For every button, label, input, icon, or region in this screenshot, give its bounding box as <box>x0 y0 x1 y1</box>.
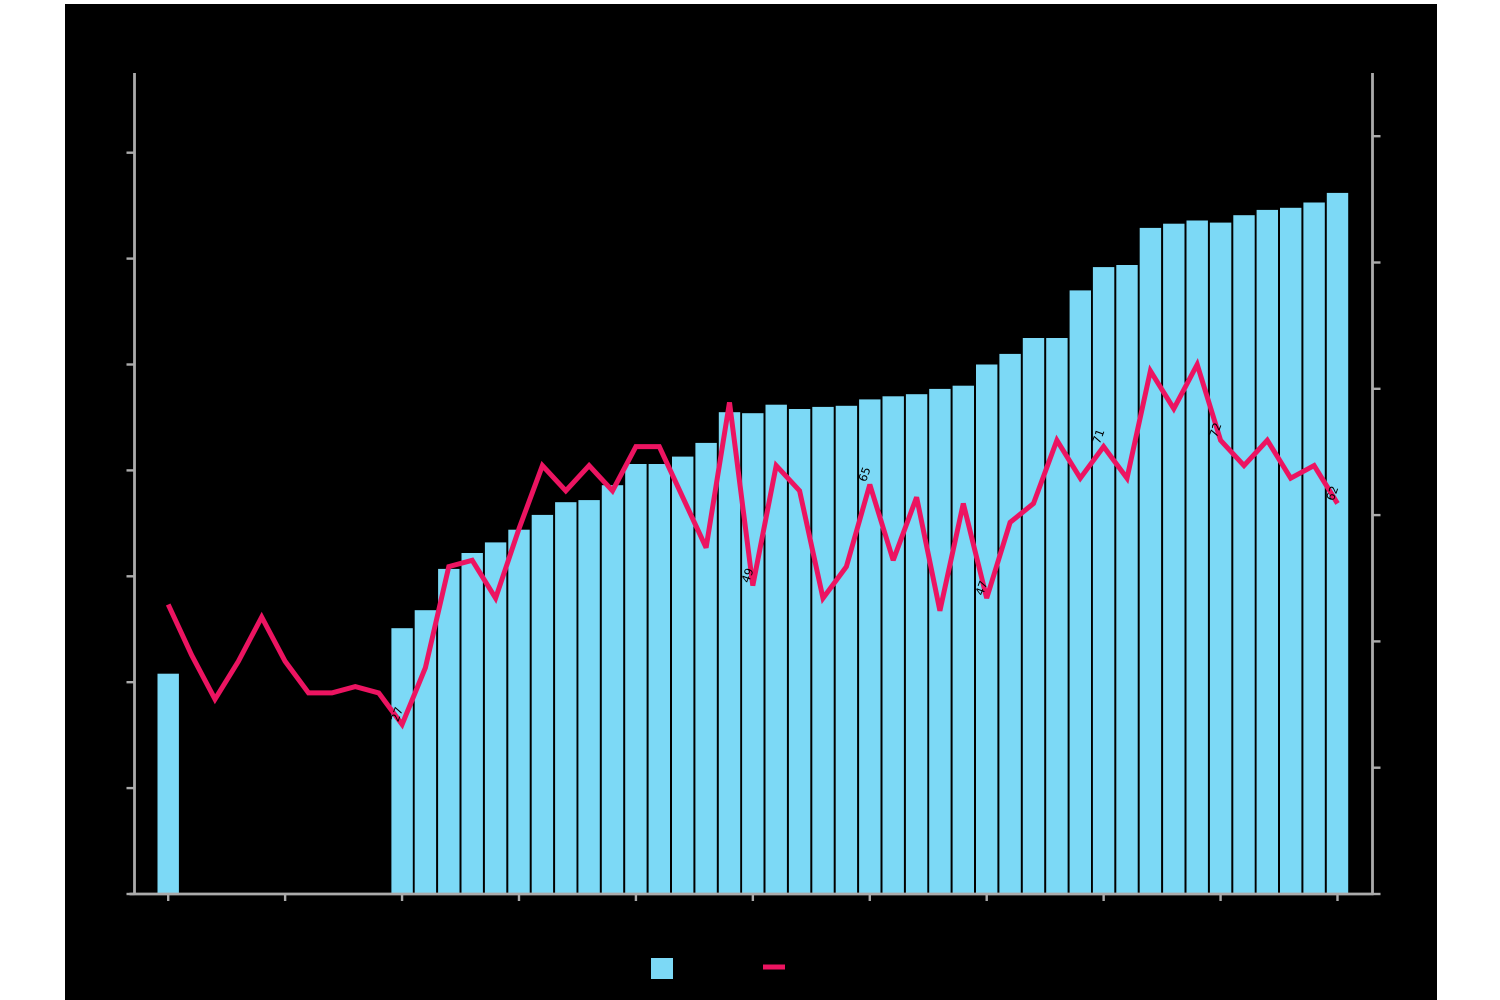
bar <box>976 364 998 894</box>
bar <box>414 610 437 894</box>
bar <box>1163 223 1185 894</box>
bar <box>1186 220 1208 894</box>
bar <box>905 394 928 894</box>
legend-bar-swatch <box>651 958 673 979</box>
bar <box>1233 215 1255 894</box>
bar <box>1280 207 1302 895</box>
bar <box>788 409 811 894</box>
bar <box>157 673 179 894</box>
bar <box>484 542 507 894</box>
bar <box>625 464 647 894</box>
bar <box>1209 222 1232 895</box>
bar <box>859 399 881 894</box>
bar <box>1256 209 1278 894</box>
bar <box>1326 192 1349 894</box>
bar <box>461 553 483 894</box>
bar <box>672 456 694 894</box>
bar <box>438 568 460 894</box>
bar <box>1139 227 1162 894</box>
bar <box>1116 265 1138 894</box>
point-annotation: 62 <box>1323 484 1341 503</box>
bar <box>718 412 741 894</box>
bar <box>835 405 858 894</box>
bar <box>695 442 717 894</box>
point-annotation: 72 <box>1206 421 1224 440</box>
bar <box>578 500 600 894</box>
bar <box>391 628 413 894</box>
bar <box>1092 267 1115 895</box>
trend-line <box>165 358 1340 730</box>
bar <box>812 406 834 894</box>
bar <box>742 413 764 894</box>
bar <box>531 514 554 894</box>
bar <box>882 396 904 894</box>
bar <box>999 353 1021 894</box>
bar <box>1022 338 1045 894</box>
bar <box>929 388 951 894</box>
bar <box>508 529 530 894</box>
bar <box>601 485 624 894</box>
bar <box>1046 338 1068 894</box>
bar <box>1069 290 1091 894</box>
bar <box>765 404 787 894</box>
legend-line-swatch <box>763 964 785 970</box>
point-annotation: 65 <box>855 465 873 484</box>
bar <box>648 464 670 894</box>
point-annotation: 27 <box>388 705 406 724</box>
point-annotation: 71 <box>1089 427 1107 446</box>
point-annotation: 49 <box>738 566 756 585</box>
point-annotation: 47 <box>972 579 990 598</box>
bar <box>555 502 577 894</box>
bar <box>1303 202 1325 894</box>
bar <box>952 385 974 894</box>
